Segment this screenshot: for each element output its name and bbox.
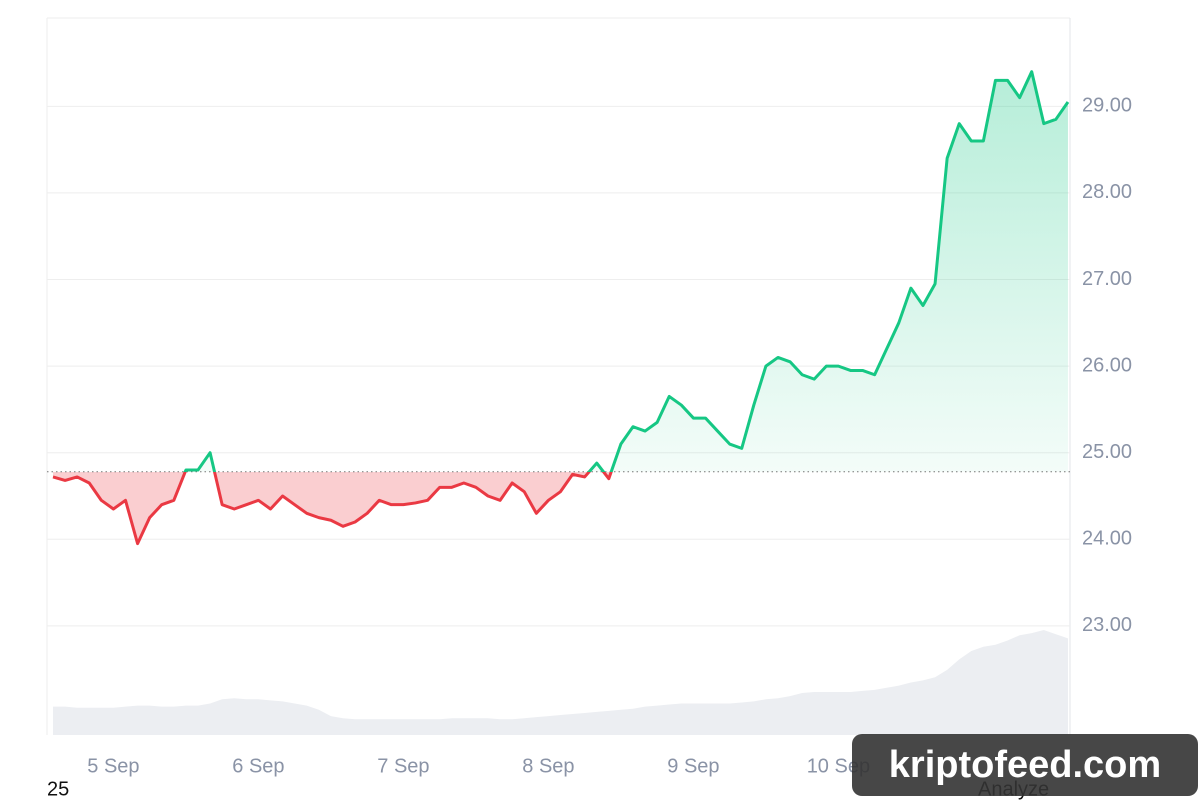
y-tick-label: 25.00 bbox=[1082, 441, 1132, 463]
y-tick-label: 24.00 bbox=[1082, 528, 1132, 550]
area bbox=[53, 71, 1068, 544]
y-tick-label: 28.00 bbox=[1082, 181, 1132, 203]
y-tick-label: 26.00 bbox=[1082, 354, 1132, 376]
x-tick-label: 5 Sep bbox=[87, 755, 139, 777]
watermark: kriptofeed.com bbox=[889, 744, 1161, 786]
x-tick-label: 6 Sep bbox=[232, 755, 284, 777]
watermark-box bbox=[852, 734, 1198, 796]
y-tick-label: 29.00 bbox=[1082, 95, 1132, 117]
x-tick-label: 8 Sep bbox=[522, 755, 574, 777]
x-tick-label: 7 Sep bbox=[377, 755, 429, 777]
x-tick-label: 9 Sep bbox=[667, 755, 719, 777]
volume-area bbox=[53, 630, 1068, 735]
footer-left: 25 bbox=[47, 778, 69, 800]
price-line bbox=[52, 70, 1070, 546]
y-tick-label: 27.00 bbox=[1082, 268, 1132, 290]
y-tick-label: 23.00 bbox=[1082, 614, 1132, 636]
